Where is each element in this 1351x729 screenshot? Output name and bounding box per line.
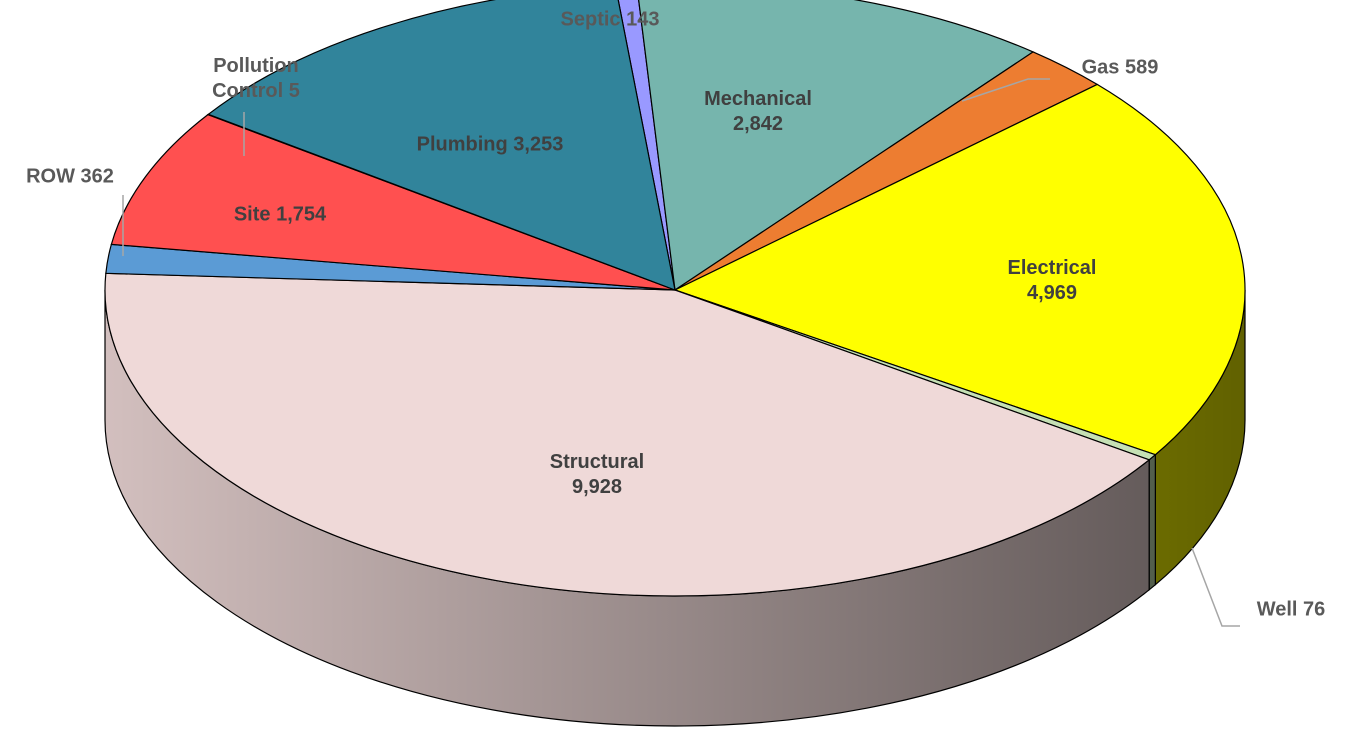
label-name: Structural [549, 451, 645, 473]
label-value: 362 [80, 165, 114, 188]
label-value: 5 [288, 80, 300, 102]
pie-slice [673, 83, 1246, 456]
leader-line [961, 78, 1050, 102]
pie-slice [104, 272, 1151, 597]
label-value: 2,842 [732, 113, 784, 135]
data-label: ROW 362 [26, 165, 114, 190]
leader-lines [122, 78, 1240, 627]
label-name: Mechanical [704, 88, 812, 110]
data-label: Plumbing 3,253 [417, 133, 564, 158]
label-value: 1,754 [276, 203, 327, 226]
data-label: Pollution Control 5 [196, 54, 316, 104]
label-value: 76 [1303, 598, 1326, 621]
data-label: Well 76 [1257, 598, 1326, 623]
pie-slice [110, 113, 676, 291]
label-name: Septic [560, 8, 621, 31]
label-value: 3,253 [513, 133, 564, 156]
data-label: Site 1,754 [234, 203, 326, 228]
label-name: Electrical [1007, 257, 1097, 279]
label-value: 9,928 [571, 476, 623, 498]
pie-slice [638, 0, 1035, 292]
label-name: Pollution Control [212, 55, 299, 102]
data-label: Septic 143 [561, 8, 660, 33]
label-name: Site [233, 203, 271, 226]
label-name: ROW [26, 165, 75, 188]
label-value: 143 [626, 8, 660, 31]
label-name: Gas [1081, 56, 1120, 79]
pie-sides [104, 289, 1246, 727]
label-name: Plumbing [416, 133, 508, 156]
data-label: Mechanical 2,842 [683, 87, 833, 137]
data-label: Electrical 4,969 [987, 256, 1117, 306]
pie-side-shade [1155, 290, 1245, 585]
data-label: Structural 9,928 [527, 450, 667, 500]
label-name: Well [1256, 598, 1298, 621]
pie-tops [104, 0, 1246, 597]
label-value: 4,969 [1026, 282, 1078, 304]
pie-side-shade [105, 290, 1150, 727]
data-label: Gas 589 [1082, 56, 1159, 81]
pie-slice [207, 0, 676, 291]
label-value: 589 [1125, 56, 1159, 79]
pie-side-shade [1149, 454, 1156, 590]
leader-line [1191, 547, 1240, 627]
